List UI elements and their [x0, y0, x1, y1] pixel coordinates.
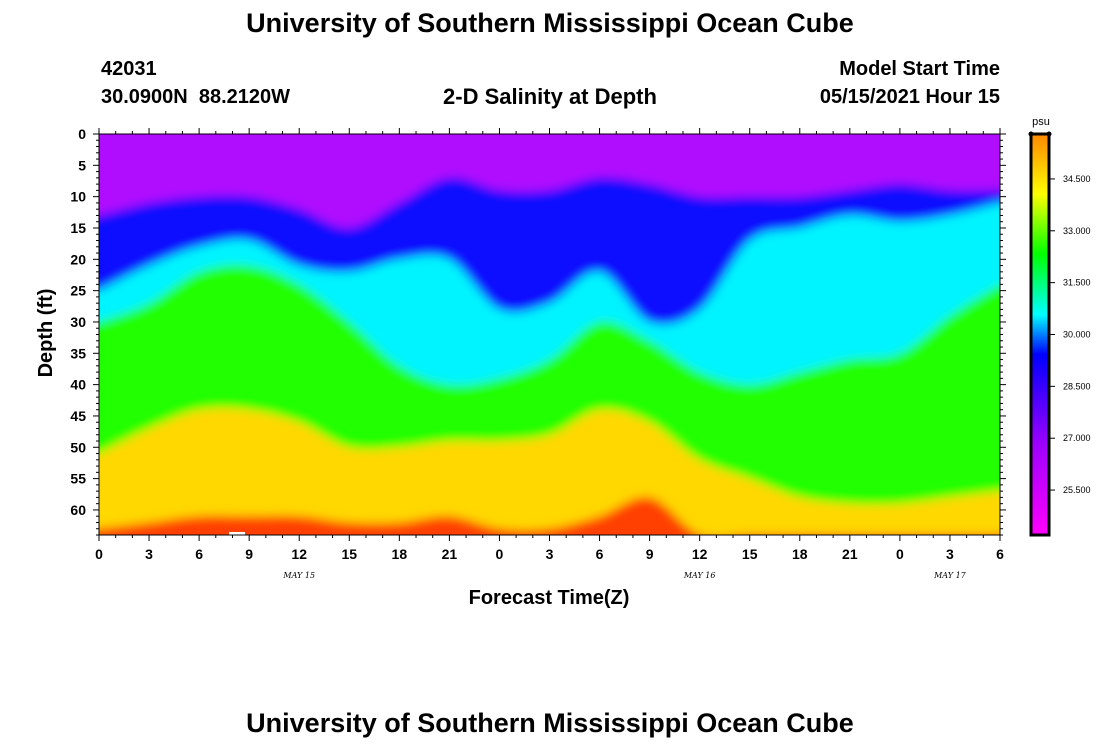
y-tick-label: 45 [70, 408, 86, 424]
y-tick-label: 5 [78, 157, 86, 173]
y-axis-label: Depth (ft) [35, 289, 57, 378]
y-tick-label: 50 [70, 439, 86, 455]
y-tick-label: 25 [70, 283, 86, 299]
y-tick-label: 30 [70, 314, 86, 330]
footer-title: University of Southern Mississippi Ocean… [246, 708, 854, 738]
x-tick-label: 6 [195, 546, 203, 562]
x-tick-label: 3 [946, 546, 954, 562]
y-tick-label: 0 [78, 126, 86, 142]
colorbar-corner-dot [1046, 131, 1052, 137]
x-tick-label: 9 [245, 546, 253, 562]
x-tick-label: 3 [145, 546, 153, 562]
x-tick-label: 0 [496, 546, 504, 562]
y-tick-label: 20 [70, 251, 86, 267]
colorbar-gradient [1029, 132, 1051, 537]
x-tick-label: 3 [546, 546, 554, 562]
band-35-5 [99, 497, 1000, 535]
x-date-label: MAY 16 [683, 571, 716, 580]
salinity-heatmap [99, 134, 1000, 535]
x-date-label: MAY 17 [933, 571, 967, 580]
x-tick-label: 6 [596, 546, 604, 562]
x-tick-label: 6 [996, 546, 1004, 562]
x-axis-label: Forecast Time(Z) [469, 587, 630, 609]
colorbar: psu 34.500 33.000 31.500 30.000 28.500 27.000… [1028, 116, 1091, 537]
x-tick-label: 0 [896, 546, 904, 562]
band-34-5 [99, 407, 1000, 535]
x-tick-label: 15 [341, 546, 357, 562]
x-tick-label: 21 [842, 546, 858, 562]
x-tick-label: 0 [95, 546, 103, 562]
colorbar-tick-label: 30.000 [1063, 330, 1091, 340]
station-id: 42031 [101, 58, 157, 80]
colorbar-tick-label: 31.500 [1063, 278, 1091, 288]
x-tick-label: 18 [392, 546, 408, 562]
colorbar-tick-label: 33.000 [1063, 226, 1091, 236]
y-tick-label: 55 [70, 471, 86, 487]
x-tick-label: 18 [792, 546, 808, 562]
page-title: University of Southern Mississippi Ocean… [246, 8, 854, 38]
x-tick-label: 12 [291, 546, 307, 562]
colorbar-tick-label: 34.500 [1063, 174, 1091, 184]
x-tick-label: 15 [742, 546, 758, 562]
x-tick-label: 9 [646, 546, 654, 562]
colorbar-corner-dot [1028, 131, 1034, 137]
colorbar-unit: psu [1032, 116, 1050, 128]
x-tick-label: 12 [692, 546, 708, 562]
chart-subtitle: 2-D Salinity at Depth [443, 84, 657, 109]
data-gap-marker [229, 532, 245, 535]
y-tick-label: 15 [70, 220, 86, 236]
y-tick-label: 60 [70, 502, 86, 518]
model-start-value: 05/15/2021 Hour 15 [819, 86, 1000, 108]
y-tick-label: 40 [70, 377, 86, 393]
colorbar-tick-label: 28.500 [1063, 381, 1091, 391]
y-tick-label: 35 [70, 345, 86, 361]
model-start-label: Model Start Time [839, 58, 1000, 80]
x-date-label: MAY 15 [282, 571, 315, 580]
x-tick-label: 21 [442, 546, 458, 562]
colorbar-tick-label: 27.000 [1063, 433, 1091, 443]
station-coordinates: 30.0900N 88.2120W [101, 86, 291, 108]
y-tick-label: 10 [70, 189, 86, 205]
colorbar-tick-label: 25.500 [1063, 485, 1091, 495]
